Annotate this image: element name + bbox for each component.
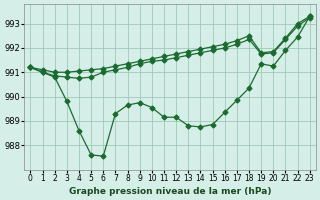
X-axis label: Graphe pression niveau de la mer (hPa): Graphe pression niveau de la mer (hPa) xyxy=(69,187,271,196)
